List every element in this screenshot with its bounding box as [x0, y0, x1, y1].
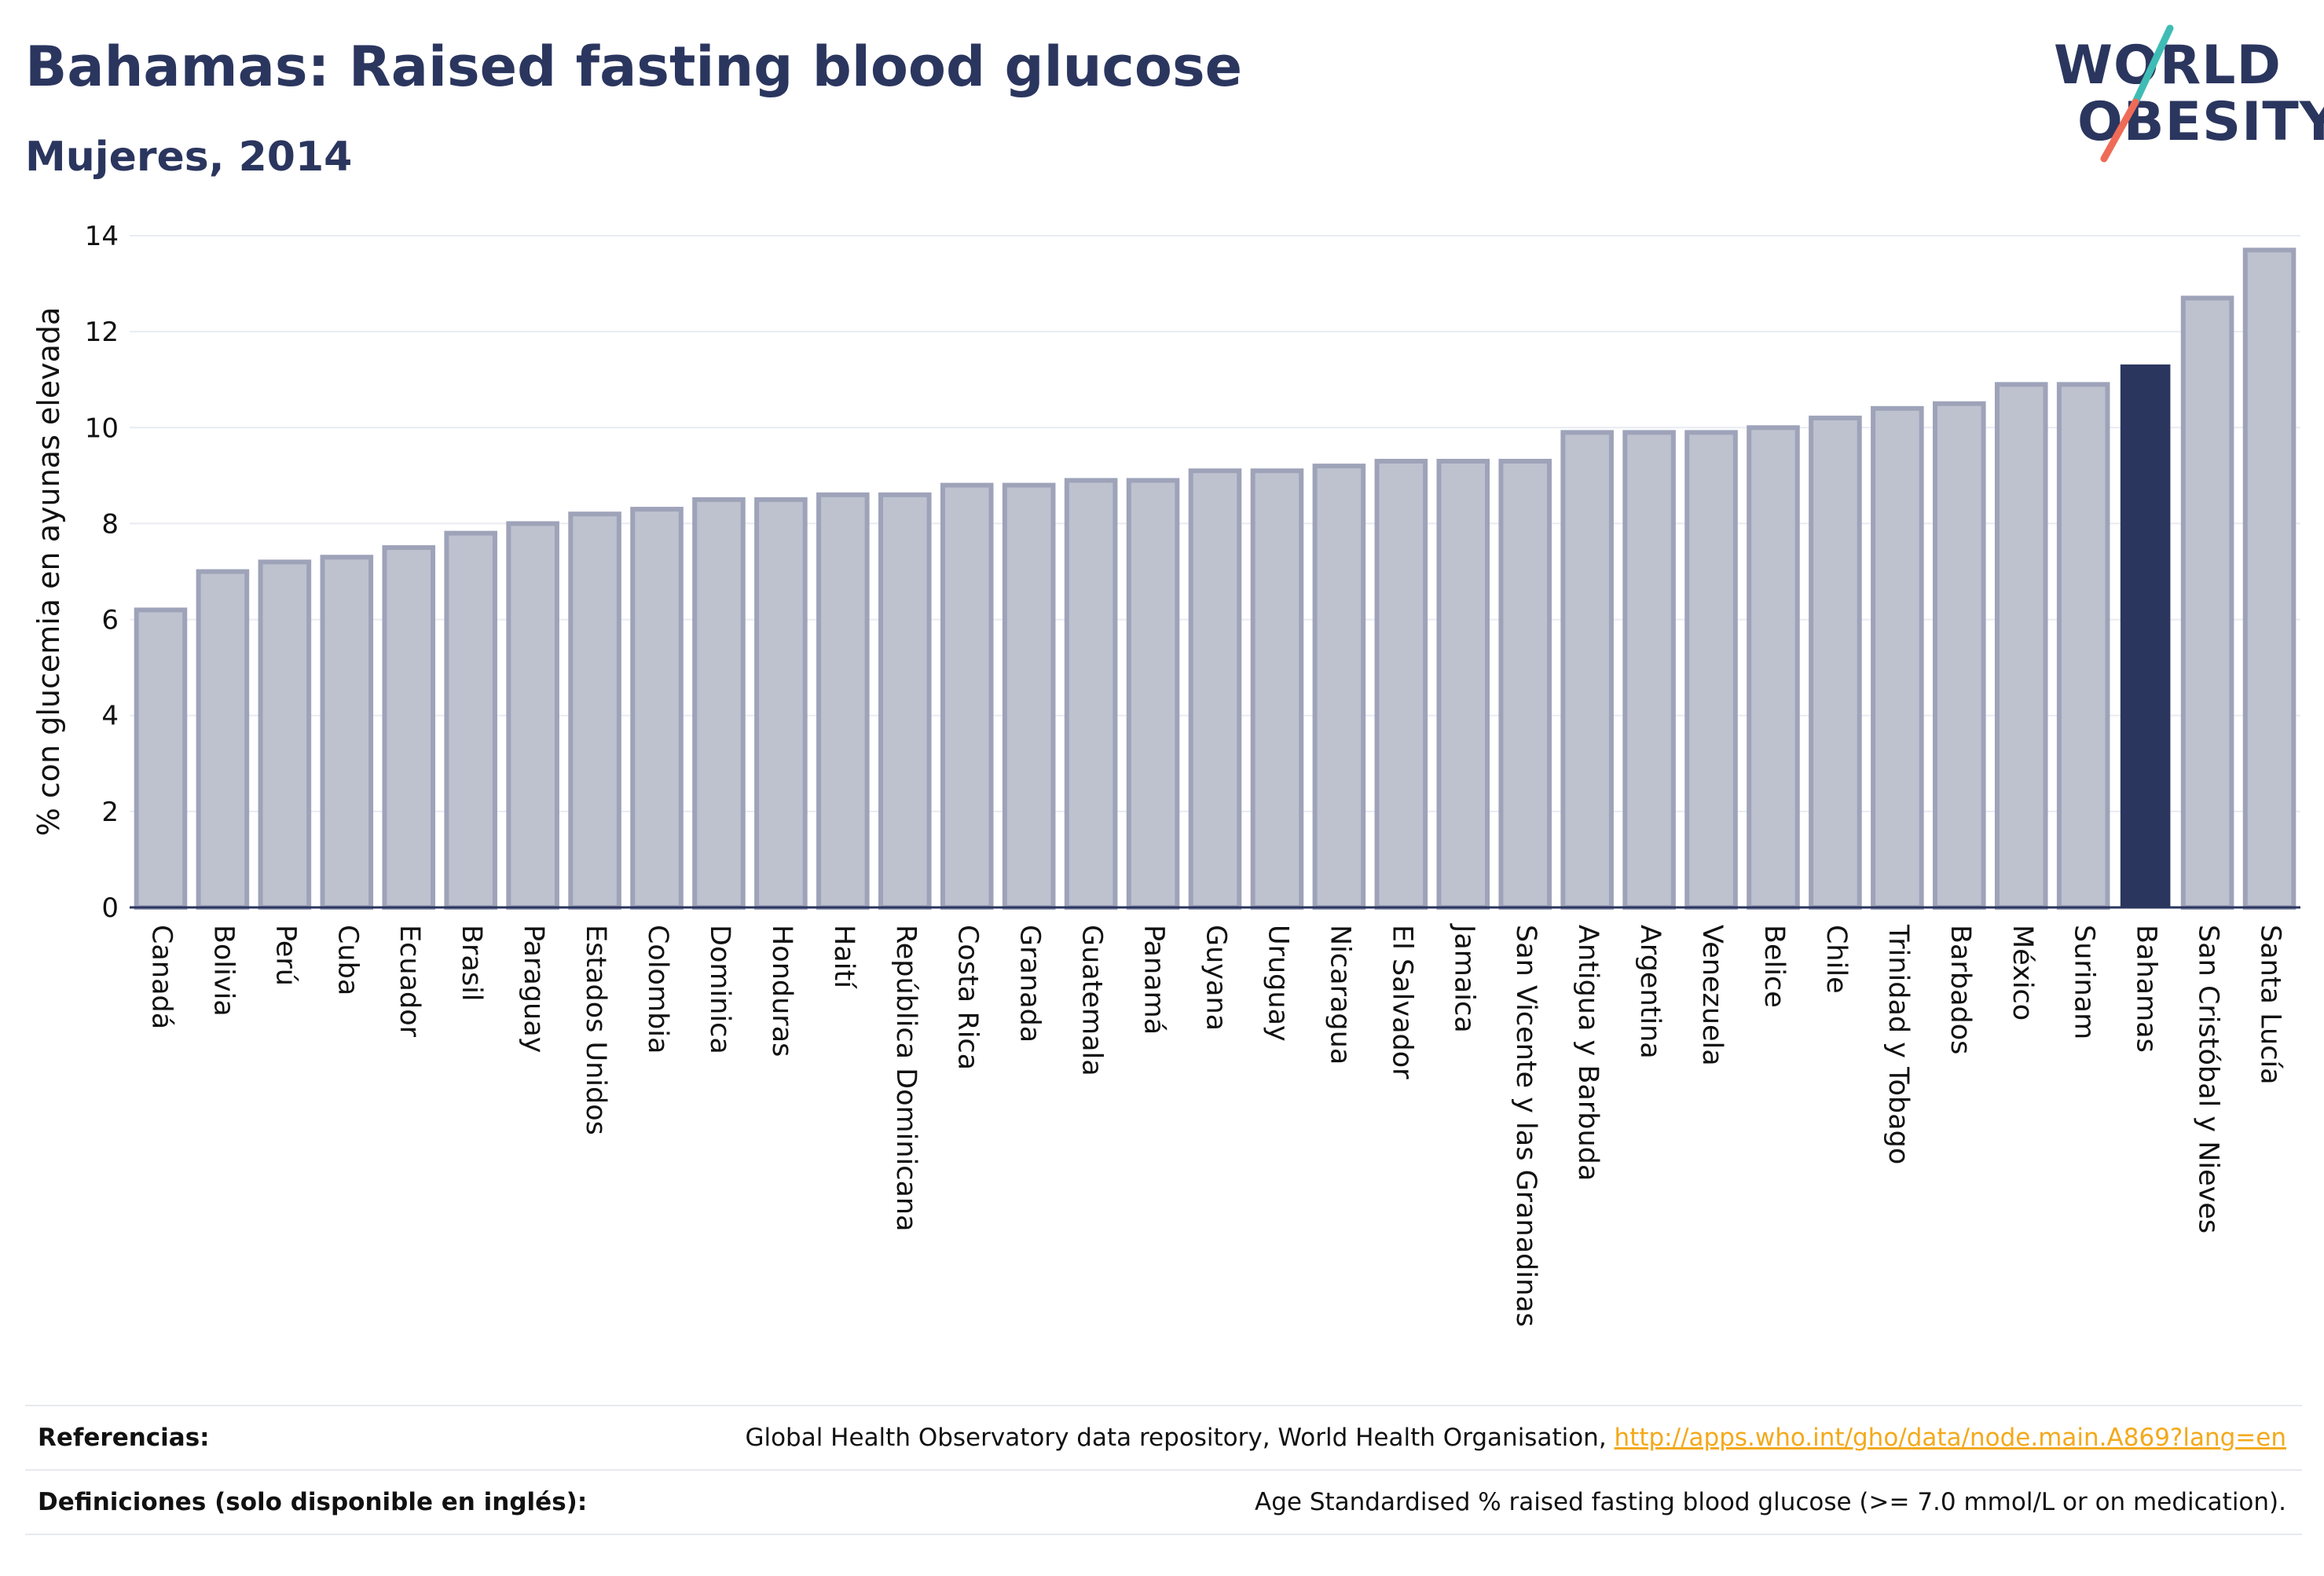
bar [258, 559, 312, 910]
logo-slash-icon [2100, 24, 2174, 163]
bar [1809, 416, 1862, 910]
y-tick-label: 2 [101, 797, 119, 828]
x-tick-label: Nicaragua [1324, 925, 1355, 1065]
x-tick-label: Guyana [1200, 925, 1232, 1031]
references-value: Global Health Observatory data repositor… [745, 1424, 2286, 1452]
bar-highlighted [2120, 364, 2171, 908]
bar [940, 482, 994, 910]
bar [692, 497, 746, 910]
x-tick-label: Surinam [2069, 925, 2100, 1039]
references-link[interactable]: http://apps.who.int/gho/data/node.main.A… [1614, 1424, 2286, 1452]
x-tick-label: Guatemala [1076, 925, 1108, 1076]
bar [1126, 478, 1180, 910]
x-tick-label: México [2007, 925, 2038, 1021]
x-tick-label: Ecuador [394, 925, 425, 1038]
x-tick-label: Barbados [1945, 925, 1976, 1054]
y-tick-label: 0 [101, 892, 119, 924]
bar [506, 521, 559, 911]
bar [1002, 482, 1056, 910]
x-tick-label: Granada [1014, 925, 1046, 1043]
y-tick-label: 8 [101, 508, 119, 540]
x-tick-label: El Salvador [1386, 925, 1417, 1079]
bar [568, 511, 621, 910]
y-tick-label: 6 [101, 605, 119, 636]
x-tick-label: Brasil [456, 925, 487, 1002]
bar [1684, 430, 1738, 910]
x-tick-label: Chile [1820, 925, 1852, 994]
bar [1871, 405, 1924, 910]
references-text: Global Health Observatory data repositor… [745, 1424, 1615, 1452]
x-tick-label: Uruguay [1262, 925, 1293, 1042]
x-tick-label: Paraguay [518, 925, 549, 1053]
bar [1312, 464, 1366, 910]
bar [1188, 468, 1242, 910]
x-tick-label: Perú [269, 925, 301, 986]
x-tick-label: San Vicente y las Granadinas [1510, 925, 1541, 1327]
bar [754, 497, 808, 910]
world-obesity-logo: WORLD OBESITY [2043, 24, 2324, 165]
bar-chart: 0 2 4 6 8 10 12 14 Canadá Bolivia Perú Cuba Ecuador… [31, 221, 2300, 1327]
logo-slash-teal [2132, 24, 2174, 106]
x-tick-label: Bahamas [2131, 925, 2162, 1053]
logo-slash-coral [2100, 98, 2139, 163]
x-axis: Canadá Bolivia Perú Cuba Ecuador Brasil Paragu… [130, 906, 2300, 1327]
x-tick-label: Colombia [642, 925, 673, 1054]
references-row: Referencias: Global Health Observatory d… [25, 1405, 2302, 1471]
bars [134, 247, 2297, 911]
bar [1560, 430, 1614, 910]
y-tick-label: 14 [85, 221, 119, 252]
y-tick-label: 4 [101, 701, 119, 732]
bar [134, 607, 188, 910]
bar [878, 492, 932, 910]
x-tick-label: Haití [828, 925, 860, 989]
x-tick-label: Estados Unidos [580, 925, 611, 1135]
y-tick-label: 12 [85, 317, 119, 348]
bar [1622, 430, 1676, 910]
bar [816, 492, 870, 910]
chart-subtitle: Mujeres, 2014 [25, 134, 353, 181]
definitions-value: Age Standardised % raised fasting blood … [1255, 1488, 2286, 1516]
bar [1064, 478, 1118, 910]
x-tick-label: Belice [1758, 925, 1790, 1008]
x-tick-label: San Cristóbal y Nieves [2193, 925, 2224, 1233]
bar [2056, 382, 2110, 911]
x-tick-label: República Dominicana [890, 925, 922, 1232]
x-tick-label: Panamá [1138, 925, 1170, 1035]
bar [1994, 382, 2048, 911]
bar [1250, 468, 1304, 910]
x-tick-label: Canadá [145, 925, 177, 1029]
bar [1498, 459, 1552, 910]
bar [1436, 459, 1490, 910]
bar [2242, 247, 2297, 911]
y-axis-title: % con glucemia en ayunas elevada [31, 307, 66, 837]
chart-title: Bahamas: Raised fasting blood glucose [25, 35, 1243, 99]
bar [382, 544, 436, 910]
x-tick-label: Dominica [704, 925, 735, 1054]
y-axis: 0 2 4 6 8 10 12 14 [85, 221, 119, 924]
bar [1374, 459, 1428, 910]
bar [196, 569, 250, 910]
x-tick-label: Costa Rica [952, 925, 984, 1070]
x-tick-label: Jamaica [1448, 923, 1479, 1033]
references-label: Referencias: [38, 1424, 210, 1452]
x-tick-label: Trinidad y Tobago [1882, 924, 1914, 1164]
bar [1933, 401, 1986, 910]
x-tick-label: Honduras [766, 925, 797, 1057]
bar [320, 555, 374, 911]
x-tick-label: Venezuela [1696, 925, 1728, 1066]
x-tick-label: Cuba [332, 925, 363, 995]
x-tick-label: Argentina [1634, 925, 1666, 1059]
definitions-row: Definiciones (solo disponible en inglés)… [25, 1469, 2302, 1535]
bar [444, 530, 497, 911]
x-tick-label: Bolivia [207, 925, 239, 1017]
x-tick-label: Antigua y Barbuda [1572, 925, 1604, 1181]
definitions-label: Definiciones (solo disponible en inglés)… [38, 1488, 588, 1516]
logo-word-world: WORLD [2054, 35, 2282, 97]
bar [2180, 295, 2234, 910]
y-tick-label: 10 [85, 412, 119, 444]
x-tick-label: Santa Lucía [2255, 925, 2286, 1085]
footer-divider [25, 1534, 2302, 1535]
bar [1747, 425, 1800, 910]
bar [630, 507, 684, 910]
